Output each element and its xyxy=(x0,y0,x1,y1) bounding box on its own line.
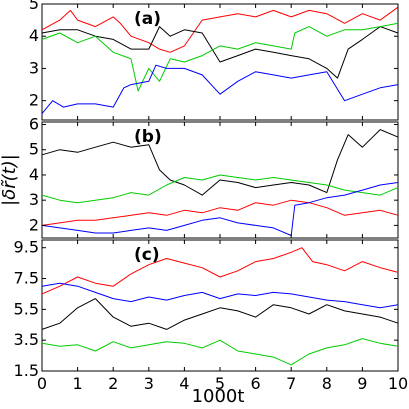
x-tick-label: 6 xyxy=(251,374,261,393)
x-tick-label: 3 xyxy=(144,374,154,393)
y-tick-label: 6 xyxy=(29,115,39,134)
y-tick-label: 2 xyxy=(29,215,39,234)
y-tick-label: 9.5 xyxy=(14,238,39,257)
x-axis: 0 1 2 3 4 5 6 7 8 9 10 xyxy=(37,374,408,393)
series-line-4 xyxy=(41,64,399,114)
y-tick-label: 5.5 xyxy=(14,299,39,318)
y-tick-label: 3 xyxy=(29,58,39,77)
x-tick-label: 0 xyxy=(37,374,47,393)
y-tick-label: 7.5 xyxy=(14,269,39,288)
y-tick-label: 5 xyxy=(29,0,39,13)
series-line-4 xyxy=(41,338,399,366)
y-tick-label: 1.5 xyxy=(14,361,39,380)
x-axis-title: 1000t xyxy=(192,386,245,407)
panel-3: 1.5 3.5 5.5 7.5 9.5 (c) xyxy=(14,238,399,380)
series-line-1 xyxy=(41,6,399,53)
y-tick-label: 5 xyxy=(29,140,39,159)
y-tick-label: 3.5 xyxy=(14,330,39,349)
y-tick-label: 4 xyxy=(29,165,39,184)
x-tick-label: 5 xyxy=(215,374,225,393)
series-line-2 xyxy=(41,174,399,204)
series-line-4 xyxy=(41,182,399,236)
series-line-1 xyxy=(41,247,399,295)
x-tick-label: 4 xyxy=(179,374,189,393)
y-axis-title: |δr̃(t)| xyxy=(0,154,20,206)
panel-2: 2 3 4 5 6 (b) xyxy=(29,115,399,239)
x-tick-label: 7 xyxy=(286,374,296,393)
series-line-3 xyxy=(41,199,399,226)
series-line-2 xyxy=(41,26,399,79)
series-line-1 xyxy=(41,129,399,196)
chart-panels: 2 3 4 5 (a) 2 3 4 5 6 (b) 1.5 3.5 5.5 7.5 9.5 (c) xyxy=(14,0,399,380)
x-tick-label: 8 xyxy=(322,374,332,393)
series-line-3 xyxy=(41,298,399,330)
panel-label: (a) xyxy=(134,9,161,29)
x-tick-label: 9 xyxy=(357,374,367,393)
panel-label: (b) xyxy=(134,127,162,147)
series-line-2 xyxy=(41,282,399,309)
y-tick-label: 3 xyxy=(29,190,39,209)
panel-1: 2 3 4 5 (a) xyxy=(29,0,399,121)
x-tick-label: 10 xyxy=(388,374,408,393)
x-tick-label: 1 xyxy=(73,374,83,393)
series-line-3 xyxy=(41,22,399,92)
x-tick-label: 2 xyxy=(108,374,118,393)
panel-label: (c) xyxy=(134,245,160,265)
y-tick-label: 2 xyxy=(29,91,39,110)
y-tick-label: 4 xyxy=(29,26,39,45)
